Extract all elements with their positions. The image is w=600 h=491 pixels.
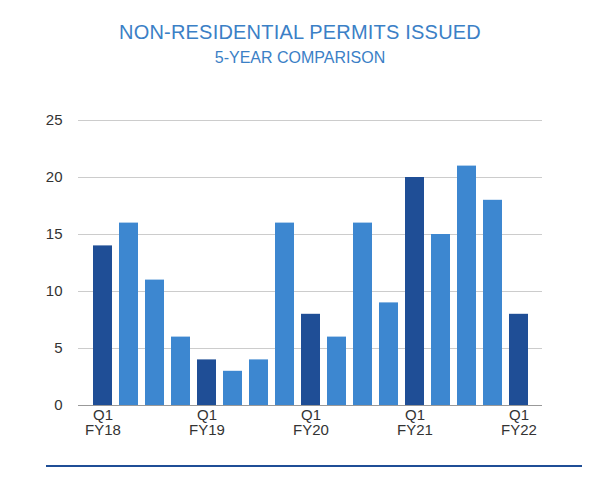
- svg-text:Q1FY19: Q1FY19: [189, 406, 225, 438]
- html-text:5-YEAR COMPARISON: 5-YEAR COMPARISON: [214, 49, 386, 66]
- svg-text:Q1FY18: Q1FY18: [85, 406, 121, 438]
- svg-text:Q1FY21: Q1FY21: [397, 406, 433, 438]
- svg-text:0: 0: [54, 396, 62, 413]
- svg-text:25: 25: [46, 111, 63, 128]
- svg-text:10: 10: [46, 282, 63, 299]
- svg-text:Q1FY22: Q1FY22: [501, 406, 537, 438]
- svg-text:15: 15: [46, 225, 63, 242]
- svg-text:20: 20: [46, 168, 63, 185]
- html-text:NON-RESIDENTIAL PERMITS ISSUED: NON-RESIDENTIAL PERMITS ISSUED: [119, 21, 481, 43]
- svg-text:Q1FY20: Q1FY20: [293, 406, 329, 438]
- svg-text:5: 5: [54, 339, 62, 356]
